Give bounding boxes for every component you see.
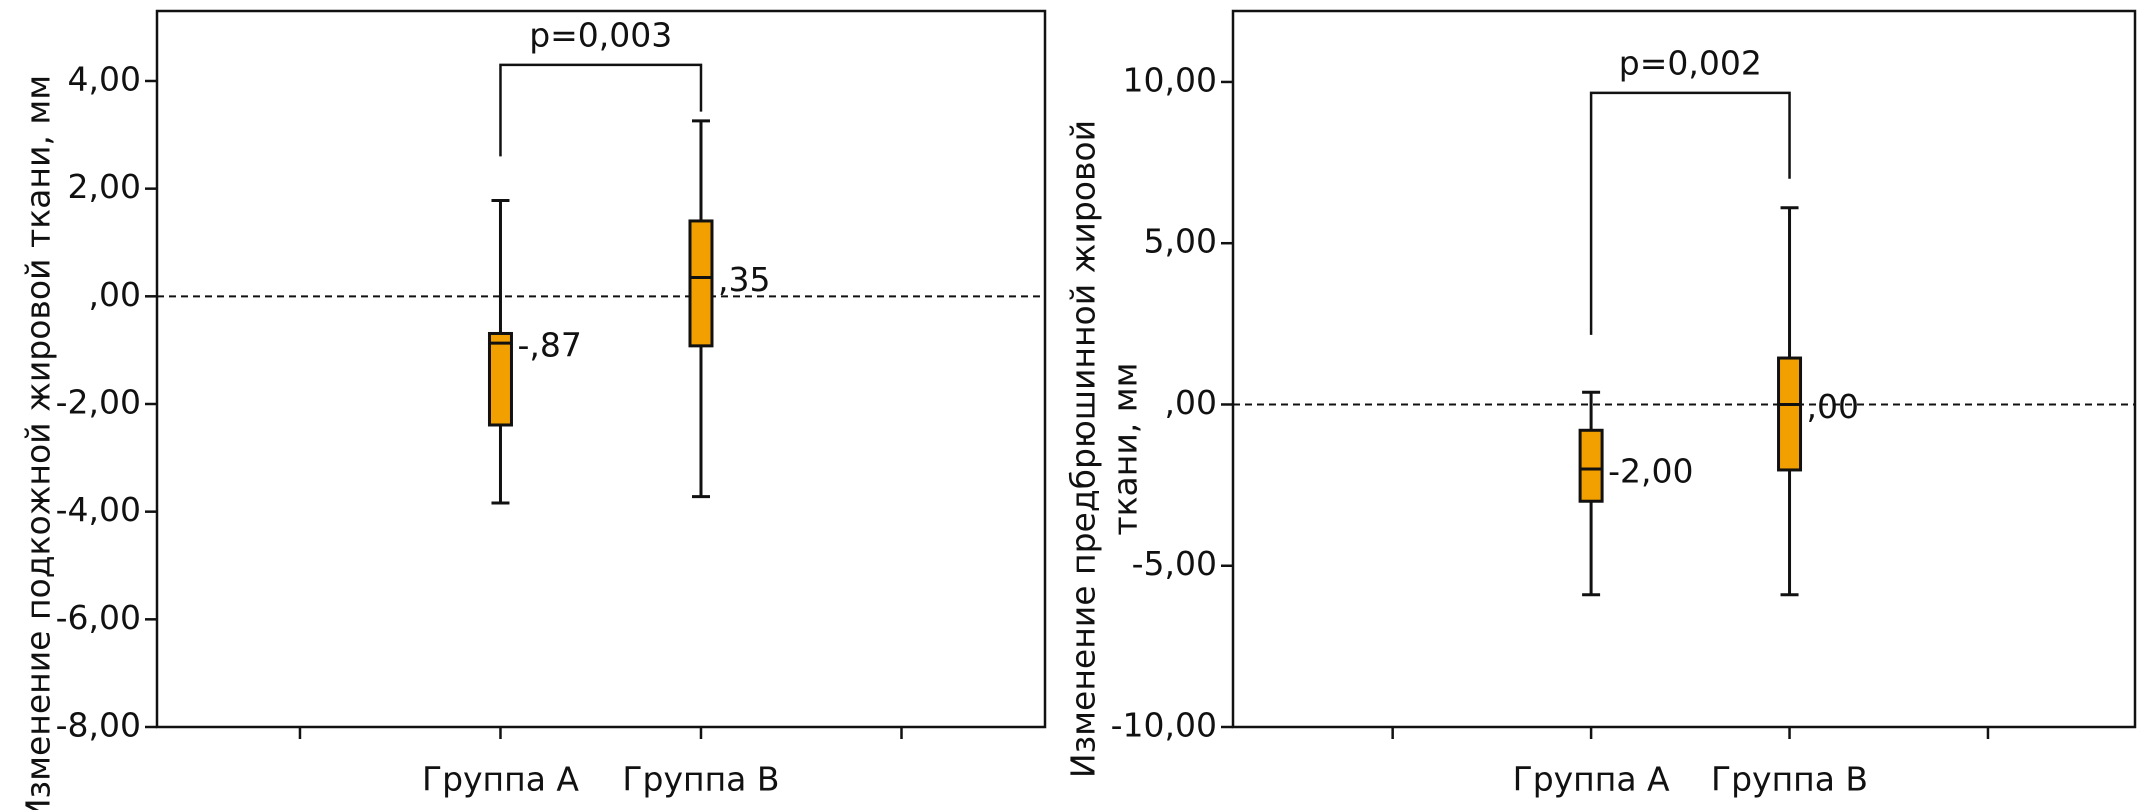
- y-tick-label: -4,00: [56, 490, 141, 529]
- value-label: -,87: [517, 326, 581, 365]
- box: [1777, 356, 1803, 472]
- value-label: -2,00: [1608, 451, 1693, 490]
- box: [1578, 428, 1604, 503]
- y-axis-label: Изменение подкожной жировой ткани, мм: [19, 75, 58, 810]
- annotation-text: p=0,002: [1619, 43, 1762, 82]
- x-tick-label: Группа А: [1513, 760, 1670, 799]
- y-axis-label: ткани, мм: [1106, 362, 1145, 535]
- significance-bracket: [1589, 91, 1791, 335]
- x-tick-label: Группа В: [1711, 760, 1868, 799]
- significance-bracket: [499, 63, 703, 157]
- y-tick-label: -2,00: [56, 382, 141, 421]
- y-tick-label: -8,00: [56, 706, 141, 745]
- y-tick-label: 5,00: [1144, 222, 1217, 261]
- x-tick-label: Группа В: [622, 760, 779, 799]
- y-tick-label: ,00: [89, 275, 141, 314]
- x-tick-label: Группа А: [422, 760, 579, 799]
- value-label: ,00: [1807, 387, 1859, 426]
- y-tick-label: -6,00: [56, 598, 141, 637]
- y-tick-label: 4,00: [68, 59, 141, 98]
- y-axis-label: Изменение предбрюшинной жировой: [1064, 120, 1103, 778]
- y-tick-label: ,00: [1165, 383, 1217, 422]
- value-label: ,35: [718, 260, 770, 299]
- y-tick-label: -10,00: [1111, 706, 1217, 745]
- box: [487, 331, 513, 427]
- box: [688, 219, 714, 348]
- y-tick-label: -5,00: [1132, 544, 1217, 583]
- plot-frame: [155, 9, 1047, 729]
- y-tick-label: 2,00: [68, 167, 141, 206]
- annotation-text: p=0,003: [529, 15, 672, 54]
- y-tick-label: 10,00: [1123, 60, 1217, 99]
- plot-frame: [1231, 9, 2137, 729]
